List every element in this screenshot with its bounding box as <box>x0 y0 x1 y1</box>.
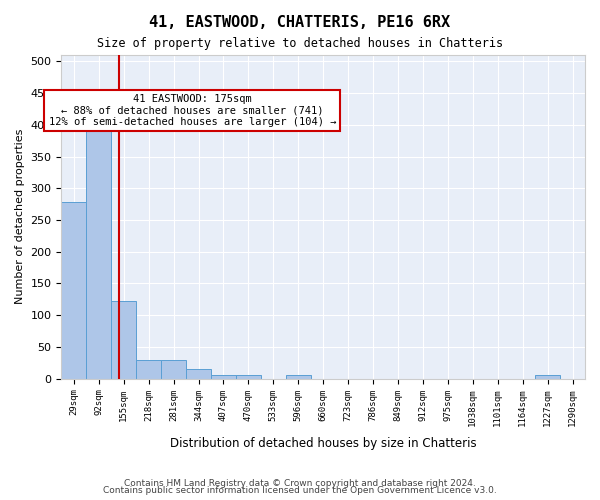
Text: Size of property relative to detached houses in Chatteris: Size of property relative to detached ho… <box>97 38 503 51</box>
X-axis label: Distribution of detached houses by size in Chatteris: Distribution of detached houses by size … <box>170 437 476 450</box>
Bar <box>236 376 261 378</box>
Bar <box>111 301 136 378</box>
Bar <box>535 376 560 378</box>
Y-axis label: Number of detached properties: Number of detached properties <box>15 129 25 304</box>
Bar <box>86 122 111 378</box>
Text: Contains HM Land Registry data © Crown copyright and database right 2024.: Contains HM Land Registry data © Crown c… <box>124 478 476 488</box>
Bar <box>286 376 311 378</box>
Bar <box>136 360 161 378</box>
Bar <box>211 376 236 378</box>
Text: 41 EASTWOOD: 175sqm
← 88% of detached houses are smaller (741)
12% of semi-detac: 41 EASTWOOD: 175sqm ← 88% of detached ho… <box>49 94 336 127</box>
Bar <box>161 360 186 378</box>
Bar <box>61 202 86 378</box>
Text: Contains public sector information licensed under the Open Government Licence v3: Contains public sector information licen… <box>103 486 497 495</box>
Bar <box>186 369 211 378</box>
Text: 41, EASTWOOD, CHATTERIS, PE16 6RX: 41, EASTWOOD, CHATTERIS, PE16 6RX <box>149 15 451 30</box>
